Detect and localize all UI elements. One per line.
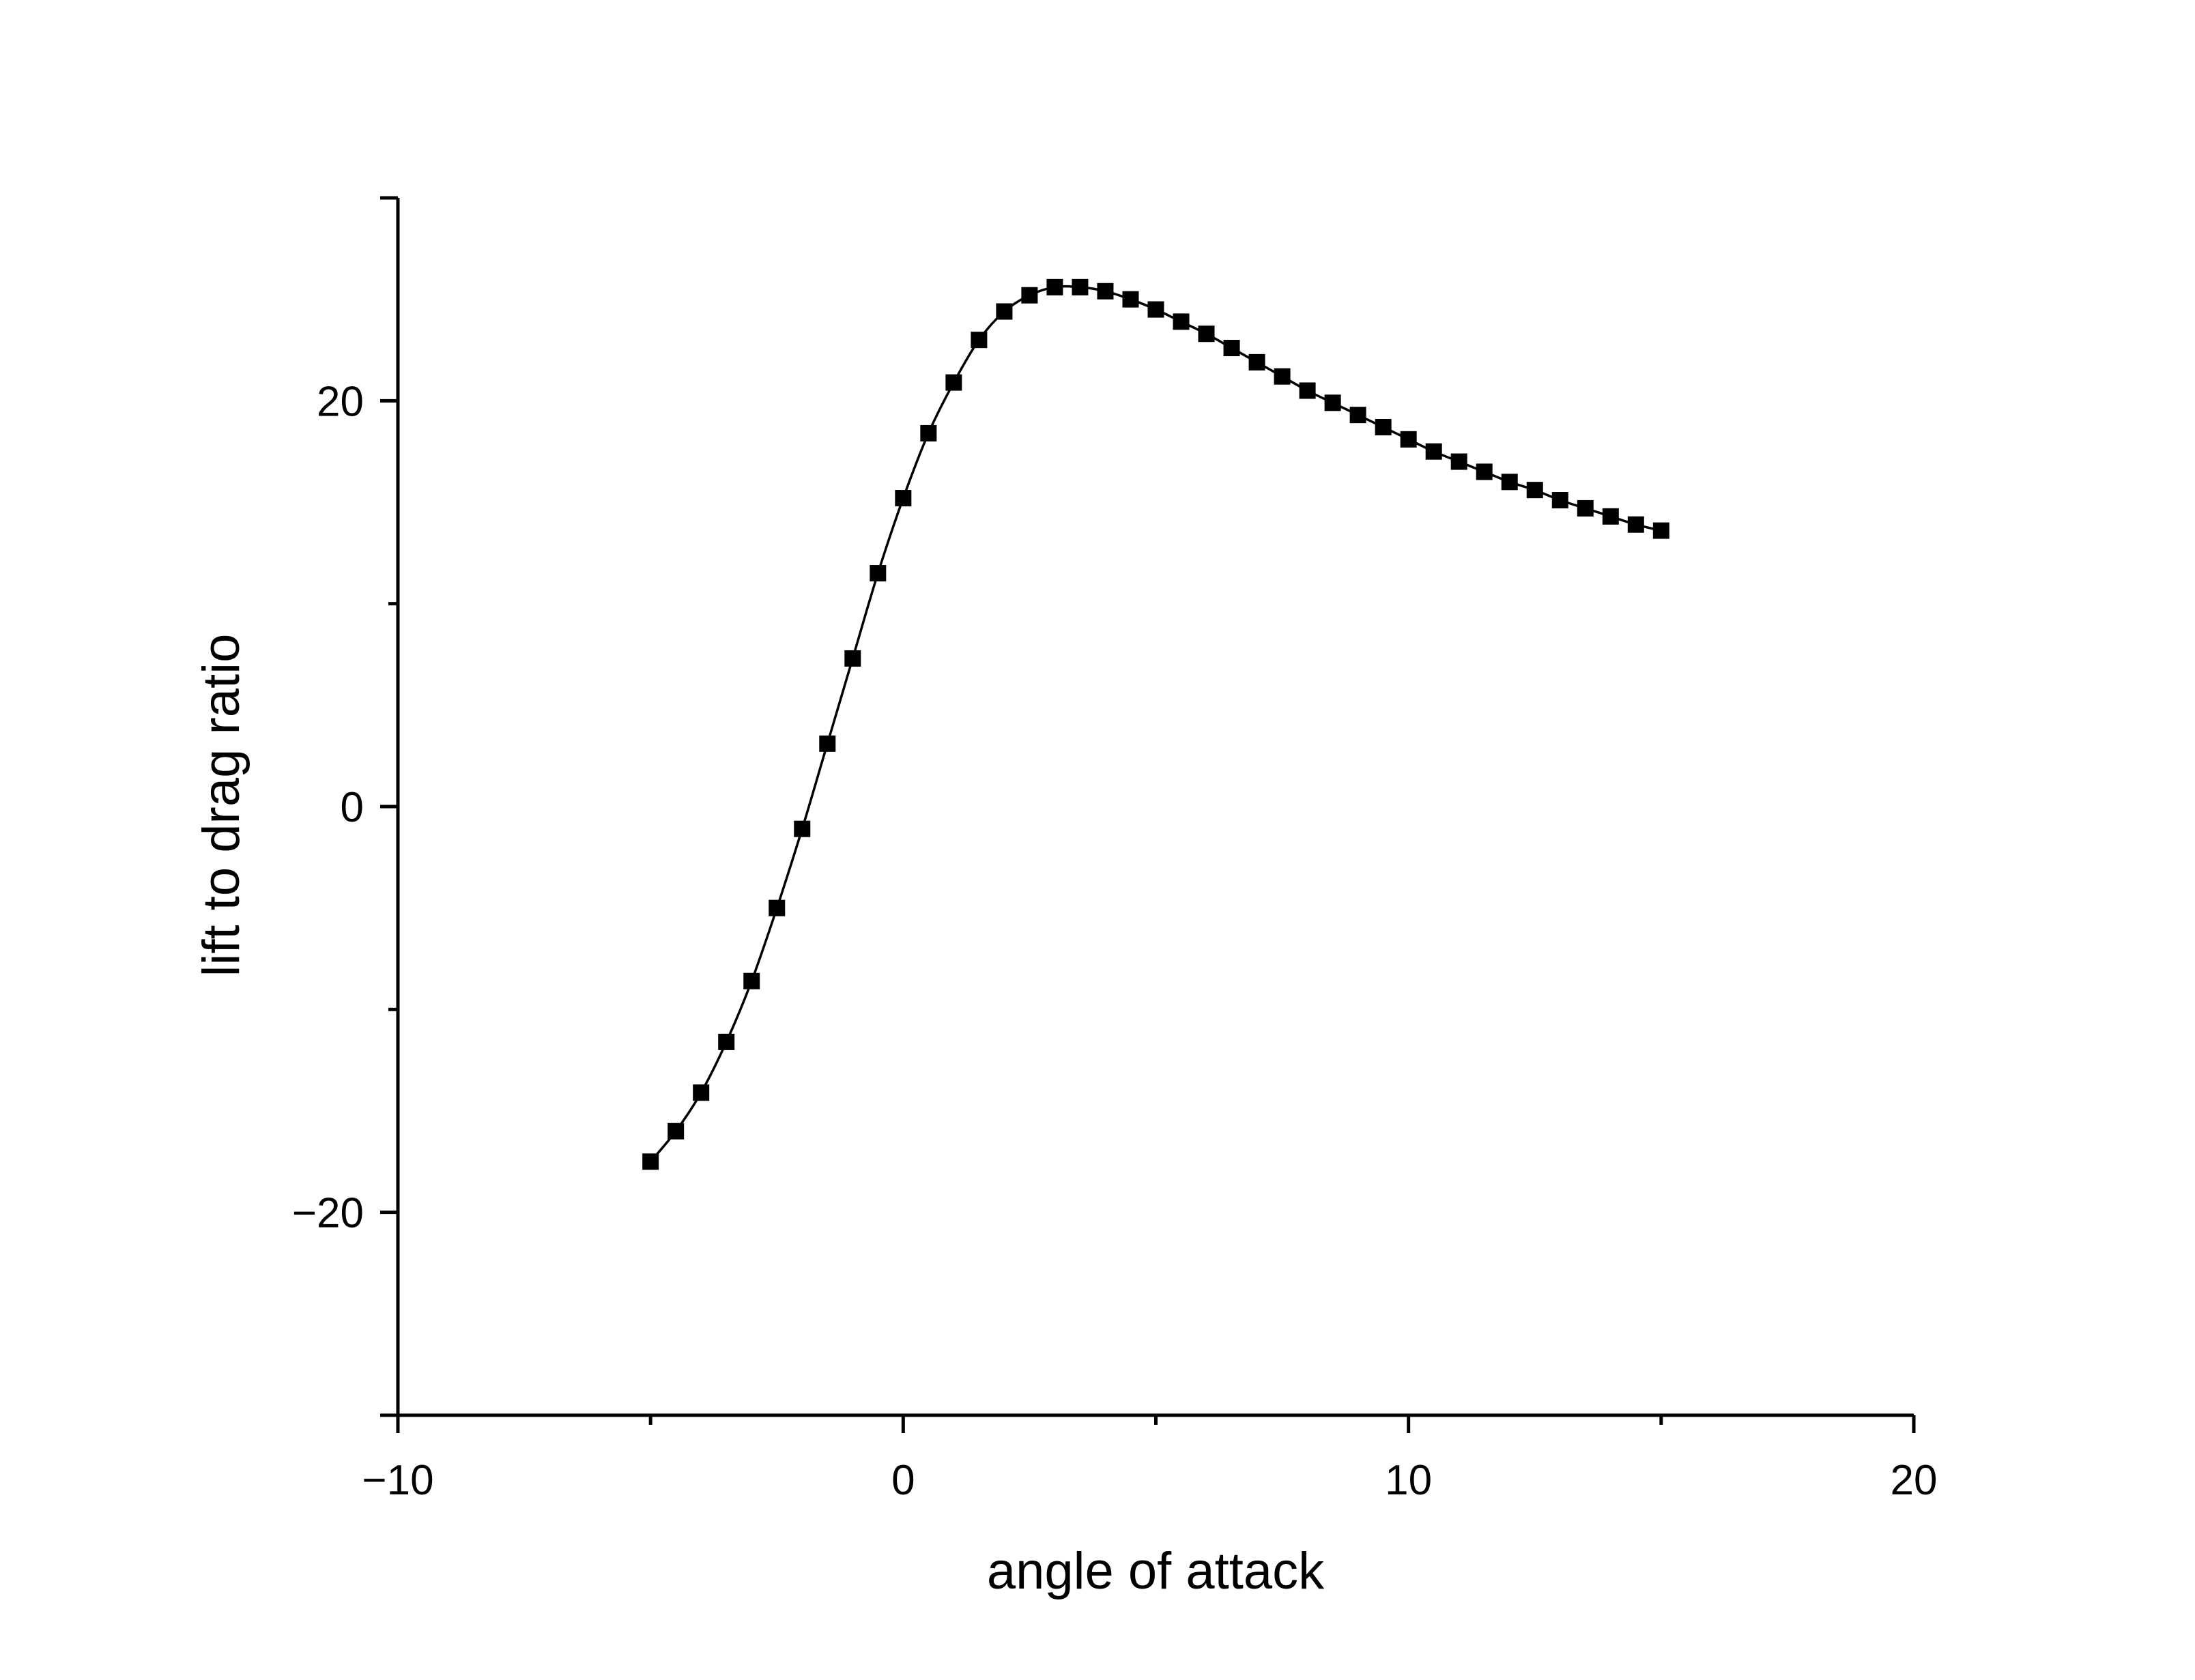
data-point xyxy=(1248,353,1265,371)
data-point xyxy=(794,820,811,837)
y-tick-label: 20 xyxy=(317,378,364,425)
data-point xyxy=(1198,325,1215,343)
data-point xyxy=(1526,482,1543,499)
data-point xyxy=(1072,278,1089,295)
data-point xyxy=(1021,287,1038,304)
plot-series xyxy=(642,278,1669,1170)
data-point xyxy=(743,972,760,989)
data-point xyxy=(1400,431,1417,448)
data-point xyxy=(895,490,912,507)
data-point xyxy=(1375,418,1392,435)
data-point xyxy=(1046,278,1063,295)
data-point xyxy=(1551,492,1568,509)
data-point xyxy=(1501,474,1518,491)
axes xyxy=(396,198,1914,1417)
data-point xyxy=(996,303,1013,320)
series-line xyxy=(649,285,1662,1163)
data-point xyxy=(1577,499,1594,517)
data-point xyxy=(1450,453,1467,470)
data-point xyxy=(1602,508,1619,525)
data-point xyxy=(870,565,887,582)
x-tick-label: 0 xyxy=(891,1457,915,1504)
data-point xyxy=(1147,301,1164,318)
data-point xyxy=(1122,291,1139,308)
data-point xyxy=(1349,407,1366,424)
data-point xyxy=(1324,394,1341,411)
x-tick-label: 10 xyxy=(1385,1457,1432,1504)
y-axis-title: lift to drag ratio xyxy=(192,634,250,977)
data-point xyxy=(769,899,786,916)
ticks: −10 0 10 20 −20 0 20 xyxy=(292,196,1938,1504)
data-point xyxy=(693,1084,710,1101)
data-point xyxy=(1299,382,1316,399)
data-point xyxy=(1425,443,1442,460)
data-point xyxy=(819,735,836,752)
y-tick-label: 0 xyxy=(341,784,364,831)
x-axis-title: angle of attack xyxy=(987,1542,1325,1600)
data-point xyxy=(1274,368,1291,385)
data-point xyxy=(1476,463,1493,480)
data-point xyxy=(920,424,937,441)
data-point xyxy=(642,1153,659,1170)
data-point xyxy=(668,1123,685,1140)
data-point xyxy=(1097,283,1114,300)
data-point xyxy=(844,650,861,667)
y-tick-label: −20 xyxy=(292,1190,364,1237)
x-tick-label: −10 xyxy=(362,1457,433,1504)
x-tick-label: 20 xyxy=(1891,1457,1938,1504)
data-point xyxy=(971,332,988,349)
data-point xyxy=(1223,340,1240,357)
data-point xyxy=(718,1033,735,1050)
data-point xyxy=(1627,516,1644,533)
data-point xyxy=(945,374,962,391)
data-point xyxy=(1652,522,1669,539)
data-point xyxy=(1173,313,1190,330)
